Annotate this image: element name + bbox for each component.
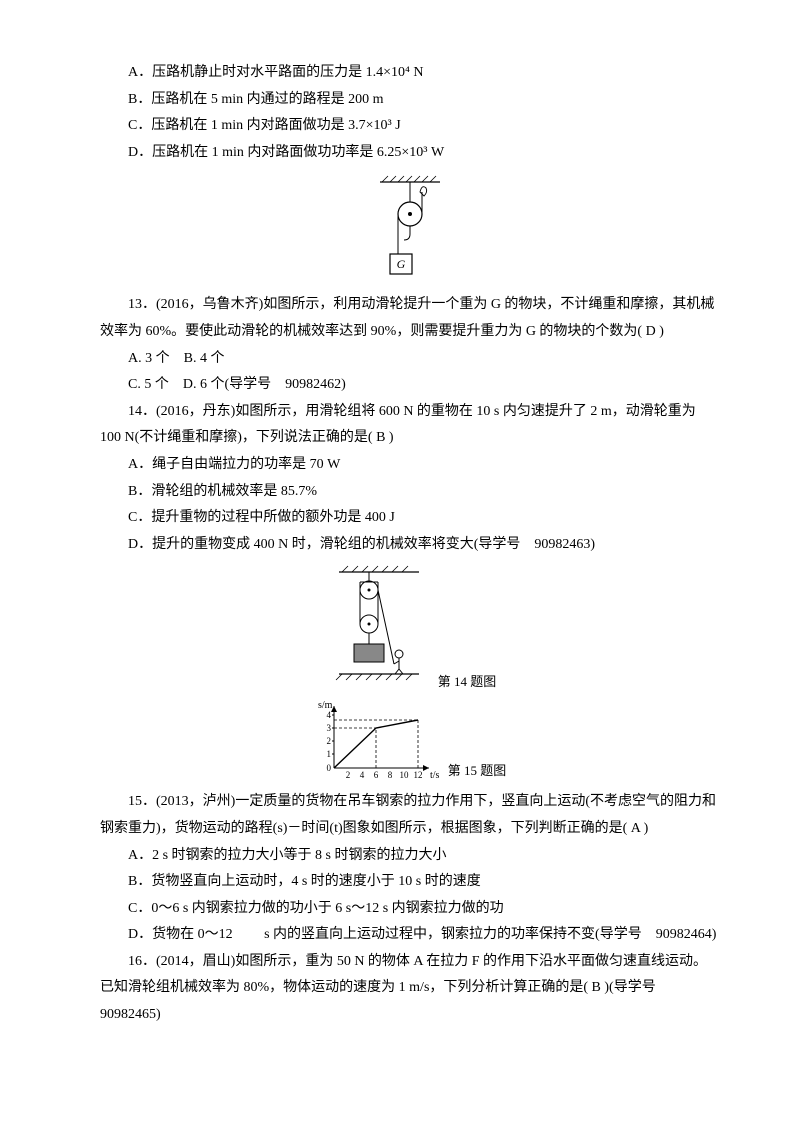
q14-option-c: C．提升重物的过程中所做的额外功是 400 J: [100, 505, 720, 532]
q16-stem: 16．(2014，眉山)如图所示，重为 50 N 的物体 A 在拉力 F 的作用…: [100, 949, 720, 1029]
svg-text:3: 3: [326, 723, 331, 733]
q13-option-cd: C. 5 个 D. 6 个(导学号 90982462): [100, 372, 720, 399]
q14-stem: 14．(2016，丹东)如图所示，用滑轮组将 600 N 的重物在 10 s 内…: [100, 399, 720, 452]
svg-text:4: 4: [326, 710, 331, 720]
svg-text:2: 2: [345, 770, 350, 780]
q14-option-a: A．绳子自由端拉力的功率是 70 W: [100, 452, 720, 479]
q15-option-d: D．货物在 0～12 s 内的竖直向上运动过程中，钢索拉力的功率保持不变(导学号…: [100, 922, 720, 949]
figure-14-pulley-system: [324, 564, 434, 694]
svg-text:2: 2: [326, 736, 331, 746]
q13-option-ab: A. 3 个 B. 4 个: [100, 346, 720, 373]
q13-stem: 13．(2016，乌鲁木齐)如图所示，利用动滑轮提升一个重为 G 的物块，不计绳…: [100, 292, 720, 345]
q12-option-a: A．压路机静止时对水平路面的压力是 1.4×10⁴ N: [100, 60, 720, 87]
q15-option-c: C．0～6 s 内钢索拉力做的功小于 6 s～12 s 内钢索拉力做的功: [100, 896, 720, 923]
q12-option-b: B．压路机在 5 min 内通过的路程是 200 m: [100, 87, 720, 114]
figure-14-label: 第 14 题图: [438, 670, 497, 695]
svg-text:8: 8: [387, 770, 392, 780]
figure-13-pulley: G: [100, 174, 720, 284]
svg-text:10: 10: [399, 770, 409, 780]
svg-text:6: 6: [373, 770, 378, 780]
q15-stem: 15．(2013，泸州)一定质量的货物在吊车钢索的拉力作用下，竖直向上运动(不考…: [100, 789, 720, 842]
q12-option-c: C．压路机在 1 min 内对路面做功是 3.7×10³ J: [100, 113, 720, 140]
pulley-single-svg: G: [370, 174, 450, 284]
q14-option-d: D．提升的重物变成 400 N 时，滑轮组的机械效率将变大(导学号 909824…: [100, 532, 720, 559]
q15-option-a: A．2 s 时钢索的拉力大小等于 8 s 时钢索的拉力大小: [100, 843, 720, 870]
block-label-g: G: [397, 257, 406, 271]
graph-xlabel: t/s: [430, 770, 440, 781]
figure-15-label: 第 15 题图: [448, 759, 507, 784]
svg-text:4: 4: [359, 770, 364, 780]
figure-15-graph: s/m t/s 0 1 2 3 4 24 68 1012: [314, 698, 444, 783]
q15-option-b: B．货物竖直向上运动时，4 s 时的速度小于 10 s 时的速度: [100, 869, 720, 896]
svg-text:1: 1: [326, 749, 331, 759]
q14-option-b: B．滑轮组的机械效率是 85.7%: [100, 479, 720, 506]
svg-text:0: 0: [326, 763, 331, 773]
svg-text:12: 12: [413, 770, 422, 780]
q12-option-d: D．压路机在 1 min 内对路面做功功率是 6.25×10³ W: [100, 140, 720, 167]
